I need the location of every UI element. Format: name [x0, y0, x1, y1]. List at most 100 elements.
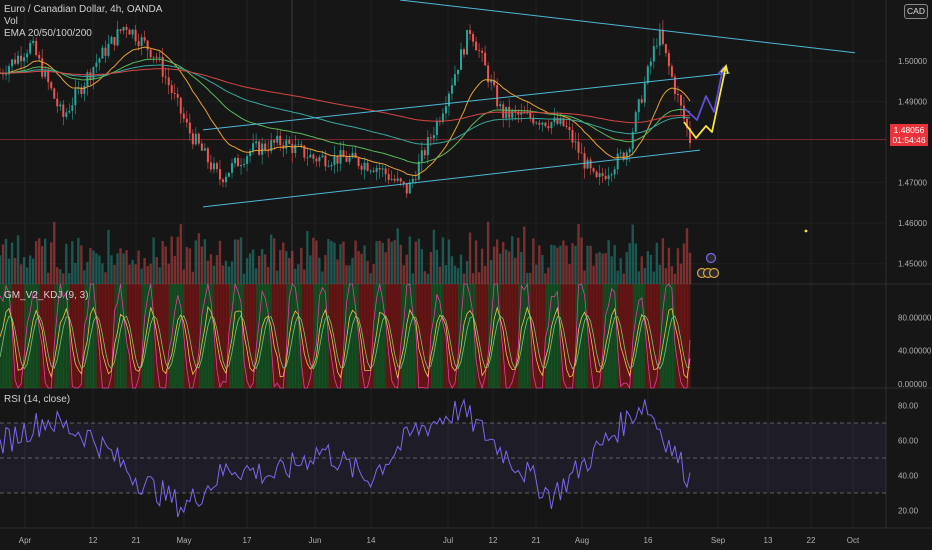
marker-dot: [804, 229, 808, 233]
candle-body: [417, 161, 420, 180]
volume-bar: [276, 270, 279, 284]
volume-bar: [28, 255, 32, 284]
kdj-title[interactable]: GM_V2_KDJ (9, 3): [4, 290, 89, 301]
rsi-pane[interactable]: [0, 398, 886, 518]
kdj-background: [521, 284, 525, 388]
kdj-background: [653, 284, 658, 388]
kdj-background: [430, 284, 435, 388]
candle-body: [273, 140, 276, 143]
kdj-background: [304, 284, 308, 388]
price-pane[interactable]: [0, 0, 886, 279]
kdj-background: [656, 284, 661, 388]
candle-body: [312, 154, 315, 159]
kdj-background: [27, 284, 31, 388]
kdj-background: [42, 284, 46, 388]
candle-body: [221, 179, 224, 183]
candle-body: [396, 178, 399, 181]
kdj-background: [644, 284, 649, 388]
volume-bar: [336, 259, 339, 284]
volume-bar: [508, 251, 511, 284]
kdj-background: [485, 284, 489, 388]
ema-legend[interactable]: EMA 20/50/100/200: [4, 28, 92, 39]
kdj-background: [63, 284, 67, 388]
volume-bar: [101, 263, 104, 284]
candle-body: [300, 144, 303, 146]
volume-bar: [113, 264, 116, 284]
volume-bar: [468, 232, 472, 284]
kdj-background: [337, 284, 341, 388]
volume-bar: [453, 265, 457, 284]
volume-bar: [297, 264, 300, 284]
candle-body: [170, 85, 173, 93]
volume-bar: [601, 253, 604, 284]
volume-bar: [568, 264, 571, 284]
x-tick-label: Jul: [443, 536, 453, 545]
currency-badge[interactable]: CAD: [904, 4, 928, 19]
volume-bar: [673, 273, 677, 284]
rsi-title[interactable]: RSI (14, close): [4, 394, 71, 405]
kdj-background: [506, 284, 510, 388]
candle-body: [526, 112, 529, 114]
candle-body: [649, 61, 652, 67]
kdj-background: [382, 284, 387, 388]
kdj-background: [228, 284, 233, 388]
candle-body: [95, 62, 98, 68]
volume-bar: [462, 273, 466, 284]
kdj-background: [412, 284, 417, 388]
kdj-background: [159, 284, 164, 388]
candle-body: [285, 140, 288, 149]
kdj-background: [494, 284, 498, 388]
kdj-pane[interactable]: [0, 282, 691, 390]
volume-bar: [330, 240, 333, 284]
kdj-background: [379, 284, 384, 388]
kdj-background: [325, 284, 329, 388]
symbol-title[interactable]: Euro / Canadian Dollar, 4h, OANDA: [4, 4, 163, 15]
volume-bar: [390, 241, 393, 284]
kdj-background: [244, 284, 248, 388]
volume-bar: [170, 236, 173, 284]
candle-body: [116, 29, 119, 46]
kdj-background: [470, 284, 474, 388]
candle-body: [224, 176, 227, 183]
candle-body: [634, 112, 637, 132]
candle-body: [249, 150, 252, 157]
volume-bar: [643, 268, 647, 284]
kdj-background: [316, 284, 320, 388]
candle-body: [197, 133, 200, 144]
candle-body: [601, 173, 604, 177]
kdj-background: [599, 284, 604, 388]
projection-arrow-yellow: [683, 65, 727, 139]
candle-body: [318, 157, 321, 162]
kdj-background: [207, 284, 212, 388]
kdj-background: [36, 284, 40, 388]
volume-bar: [242, 273, 246, 284]
volume-bar: [288, 257, 291, 284]
kdj-background: [66, 284, 70, 388]
kdj-background: [253, 284, 257, 388]
volume-legend[interactable]: Vol: [4, 16, 18, 27]
volume-bar: [89, 247, 92, 284]
kdj-background: [680, 284, 685, 388]
volume-bar: [640, 256, 643, 284]
projection-arrow-yellow-head: [720, 63, 729, 74]
candle-body: [240, 165, 243, 167]
kdj-background: [409, 284, 414, 388]
channel-lower-line: [202, 149, 701, 208]
kdj-background: [283, 284, 287, 388]
volume-bar: [294, 268, 297, 284]
kdj-background: [328, 284, 332, 388]
candle-body: [658, 29, 661, 46]
volume-bar: [152, 237, 155, 284]
kdj-background: [367, 284, 372, 388]
kdj-background: [439, 284, 444, 388]
volume-bar: [71, 241, 74, 284]
candle-body: [408, 182, 411, 194]
volume-bar: [43, 238, 47, 284]
kdj-background: [216, 284, 221, 388]
candle-body: [65, 112, 68, 117]
kdj-background: [307, 284, 311, 388]
kdj-background: [238, 284, 242, 388]
volume-bar: [393, 240, 396, 284]
kdj-background: [533, 284, 537, 388]
